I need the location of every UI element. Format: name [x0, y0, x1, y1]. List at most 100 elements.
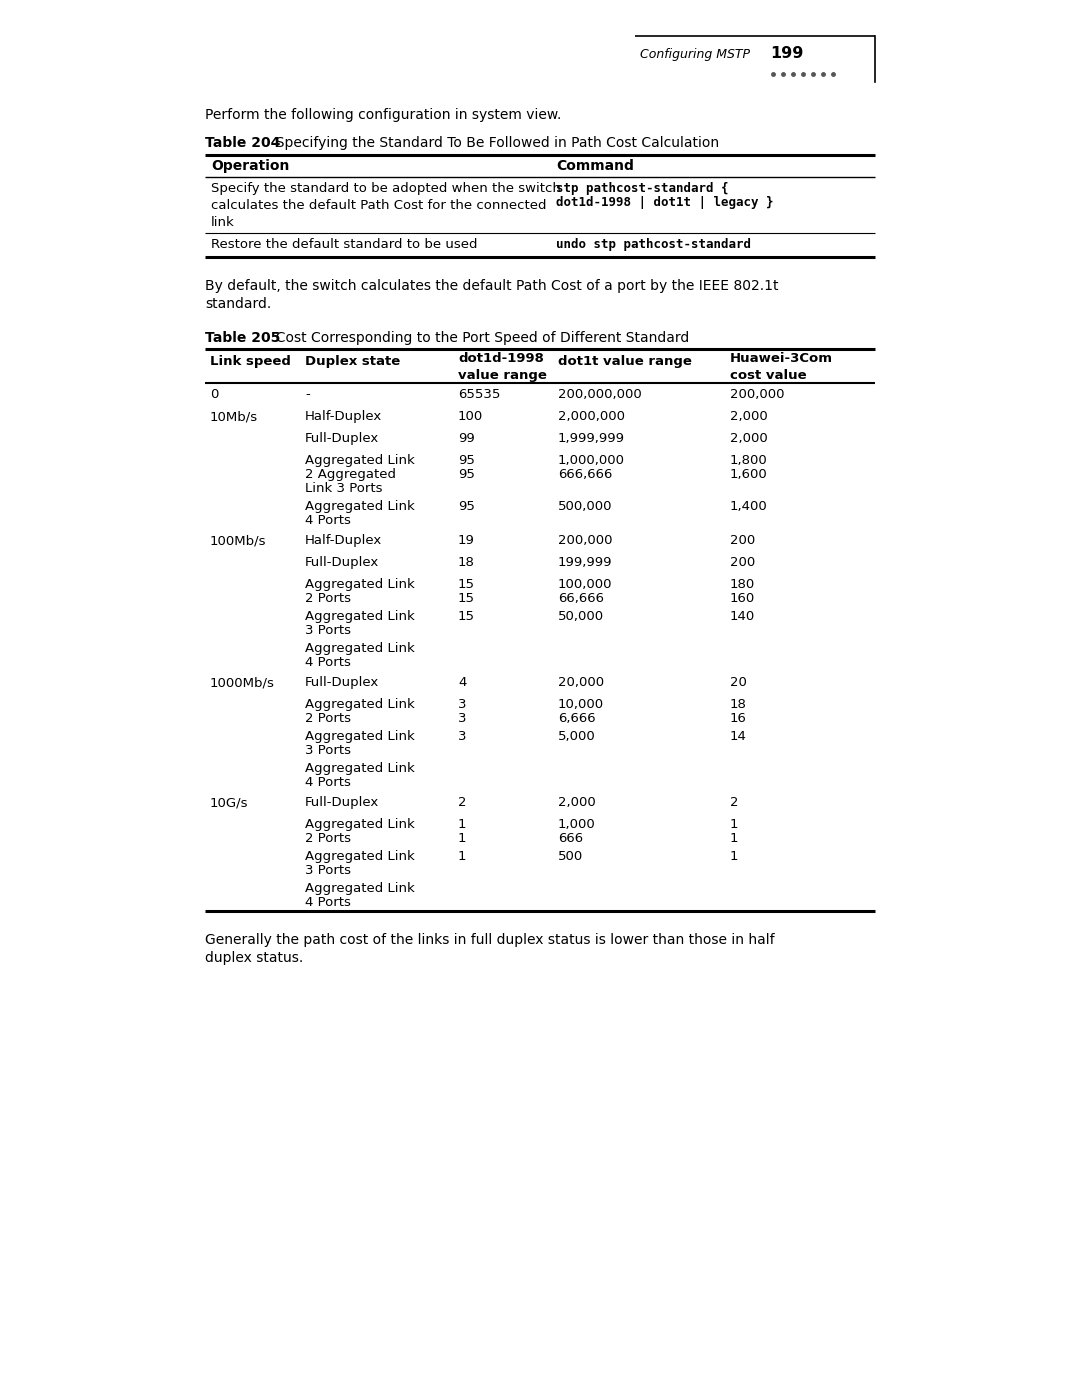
- Text: 15: 15: [458, 592, 475, 605]
- Text: 4 Ports: 4 Ports: [305, 514, 351, 527]
- Text: Aggregated Link: Aggregated Link: [305, 849, 415, 863]
- Text: 2,000,000: 2,000,000: [558, 409, 625, 423]
- Text: Table 204: Table 204: [205, 136, 281, 149]
- Text: 100: 100: [458, 409, 483, 423]
- Text: 140: 140: [730, 610, 755, 623]
- Text: 1: 1: [730, 819, 739, 831]
- Text: Aggregated Link: Aggregated Link: [305, 643, 415, 655]
- Text: 2 Ports: 2 Ports: [305, 712, 351, 725]
- Text: dot1d-1998 | dot1t | legacy }: dot1d-1998 | dot1t | legacy }: [556, 196, 773, 210]
- Text: 4 Ports: 4 Ports: [305, 657, 351, 669]
- Text: 15: 15: [458, 610, 475, 623]
- Text: 4 Ports: 4 Ports: [305, 895, 351, 909]
- Text: 2 Ports: 2 Ports: [305, 592, 351, 605]
- Text: dot1d-1998
value range: dot1d-1998 value range: [458, 352, 546, 381]
- Text: Aggregated Link: Aggregated Link: [305, 698, 415, 711]
- Text: Specifying the Standard To Be Followed in Path Cost Calculation: Specifying the Standard To Be Followed i…: [267, 136, 719, 149]
- Text: Configuring MSTP: Configuring MSTP: [640, 47, 750, 61]
- Text: Aggregated Link: Aggregated Link: [305, 578, 415, 591]
- Text: 200,000,000: 200,000,000: [558, 388, 642, 401]
- Text: 2: 2: [458, 796, 467, 809]
- Text: 4: 4: [458, 676, 467, 689]
- Text: 3: 3: [458, 698, 467, 711]
- Text: Operation: Operation: [211, 159, 289, 173]
- Text: Half-Duplex: Half-Duplex: [305, 409, 382, 423]
- Text: 19: 19: [458, 534, 475, 548]
- Text: 1000Mb/s: 1000Mb/s: [210, 676, 275, 689]
- Text: 160: 160: [730, 592, 755, 605]
- Text: Duplex state: Duplex state: [305, 355, 401, 367]
- Text: 3: 3: [458, 712, 467, 725]
- Text: Link speed: Link speed: [210, 355, 291, 367]
- Text: 2,000: 2,000: [558, 796, 596, 809]
- Text: Aggregated Link: Aggregated Link: [305, 761, 415, 775]
- Text: 65535: 65535: [458, 388, 500, 401]
- Text: 1,600: 1,600: [730, 468, 768, 481]
- Text: 1: 1: [730, 833, 739, 845]
- Text: 0: 0: [210, 388, 218, 401]
- Text: 20,000: 20,000: [558, 676, 604, 689]
- Text: 200,000: 200,000: [730, 388, 784, 401]
- Text: Aggregated Link: Aggregated Link: [305, 819, 415, 831]
- Text: Restore the default standard to be used: Restore the default standard to be used: [211, 237, 477, 251]
- Text: Huawei-3Com
cost value: Huawei-3Com cost value: [730, 352, 833, 381]
- Text: 500,000: 500,000: [558, 500, 612, 513]
- Text: -: -: [305, 388, 310, 401]
- Text: 5,000: 5,000: [558, 731, 596, 743]
- Text: 1: 1: [458, 833, 467, 845]
- Text: 180: 180: [730, 578, 755, 591]
- Text: Command: Command: [556, 159, 634, 173]
- Text: 200,000: 200,000: [558, 534, 612, 548]
- Text: 20: 20: [730, 676, 747, 689]
- Text: 666: 666: [558, 833, 583, 845]
- Text: Link 3 Ports: Link 3 Ports: [305, 482, 382, 495]
- Text: Aggregated Link: Aggregated Link: [305, 454, 415, 467]
- Text: 100,000: 100,000: [558, 578, 612, 591]
- Text: 3 Ports: 3 Ports: [305, 624, 351, 637]
- Text: 2 Ports: 2 Ports: [305, 833, 351, 845]
- Text: 3 Ports: 3 Ports: [305, 863, 351, 877]
- Text: Perform the following configuration in system view.: Perform the following configuration in s…: [205, 108, 562, 122]
- Text: 1,800: 1,800: [730, 454, 768, 467]
- Text: dot1t value range: dot1t value range: [558, 355, 692, 367]
- Text: 1,000: 1,000: [558, 819, 596, 831]
- Text: Full-Duplex: Full-Duplex: [305, 796, 379, 809]
- Text: 95: 95: [458, 468, 475, 481]
- Text: 10Mb/s: 10Mb/s: [210, 409, 258, 423]
- Text: 500: 500: [558, 849, 583, 863]
- Text: 1,999,999: 1,999,999: [558, 432, 625, 446]
- Text: 4 Ports: 4 Ports: [305, 775, 351, 789]
- Text: 10G/s: 10G/s: [210, 796, 248, 809]
- Text: 10,000: 10,000: [558, 698, 604, 711]
- Text: 3: 3: [458, 731, 467, 743]
- Text: 1: 1: [458, 849, 467, 863]
- Text: 14: 14: [730, 731, 747, 743]
- Text: 50,000: 50,000: [558, 610, 604, 623]
- Text: undo stp pathcost-standard: undo stp pathcost-standard: [556, 237, 751, 251]
- Text: 18: 18: [730, 698, 747, 711]
- Text: Aggregated Link: Aggregated Link: [305, 731, 415, 743]
- Text: 1,400: 1,400: [730, 500, 768, 513]
- Text: 95: 95: [458, 454, 475, 467]
- Text: stp pathcost-standard {: stp pathcost-standard {: [556, 182, 729, 196]
- Text: 1,000,000: 1,000,000: [558, 454, 625, 467]
- Text: 66,666: 66,666: [558, 592, 604, 605]
- Text: 2,000: 2,000: [730, 432, 768, 446]
- Text: 200: 200: [730, 534, 755, 548]
- Text: 199,999: 199,999: [558, 556, 612, 569]
- Text: 1: 1: [730, 849, 739, 863]
- Text: 200: 200: [730, 556, 755, 569]
- Text: Half-Duplex: Half-Duplex: [305, 534, 382, 548]
- Text: 2 Aggregated: 2 Aggregated: [305, 468, 396, 481]
- Text: Table 205: Table 205: [205, 331, 281, 345]
- Text: 16: 16: [730, 712, 747, 725]
- Text: 2: 2: [730, 796, 739, 809]
- Text: Specify the standard to be adopted when the switch
calculates the default Path C: Specify the standard to be adopted when …: [211, 182, 561, 229]
- Text: 2,000: 2,000: [730, 409, 768, 423]
- Text: Full-Duplex: Full-Duplex: [305, 676, 379, 689]
- Text: Generally the path cost of the links in full duplex status is lower than those i: Generally the path cost of the links in …: [205, 933, 774, 965]
- Text: 95: 95: [458, 500, 475, 513]
- Text: 6,666: 6,666: [558, 712, 596, 725]
- Text: 15: 15: [458, 578, 475, 591]
- Text: By default, the switch calculates the default Path Cost of a port by the IEEE 80: By default, the switch calculates the de…: [205, 279, 779, 312]
